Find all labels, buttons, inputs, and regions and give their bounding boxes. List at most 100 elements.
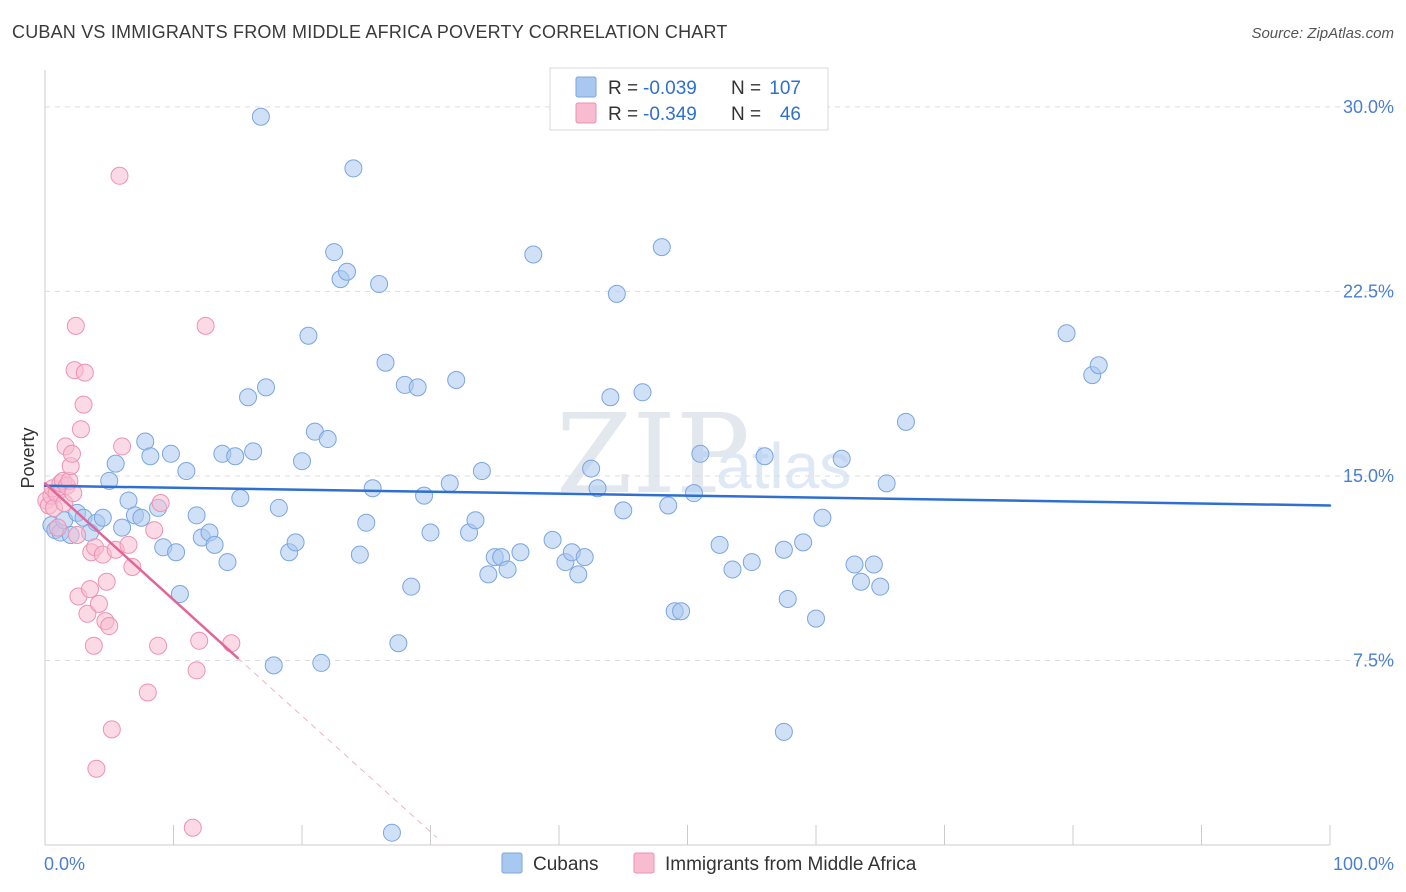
point-middle-africa-26 bbox=[84, 636, 103, 655]
legend-r-value-middle-africa: -0.349 bbox=[643, 104, 697, 125]
point-cubans-11 bbox=[106, 454, 125, 473]
point-cubans-31 bbox=[231, 489, 250, 508]
point-middle-africa-41 bbox=[145, 521, 164, 540]
point-middle-africa-38 bbox=[119, 535, 138, 554]
watermark-sub: atlas bbox=[716, 430, 851, 502]
legend-n-value-middle-africa: 46 bbox=[780, 104, 801, 125]
point-cubans-36 bbox=[264, 656, 283, 675]
point-cubans-102 bbox=[864, 555, 883, 574]
point-middle-africa-48 bbox=[222, 634, 241, 653]
series-legend: Cubans Immigrants from Middle Africa bbox=[501, 852, 917, 875]
point-cubans-97 bbox=[807, 609, 825, 628]
chart-source: Source: ZipAtlas.com bbox=[1251, 25, 1394, 42]
legend-swatch-cubans bbox=[575, 76, 597, 98]
trend-lines bbox=[43, 482, 1332, 838]
point-cubans-64 bbox=[466, 511, 485, 530]
legend-n-value-cubans: 107 bbox=[769, 78, 801, 99]
point-middle-africa-42 bbox=[149, 636, 168, 655]
point-cubans-30 bbox=[226, 447, 245, 466]
point-cubans-32 bbox=[239, 388, 258, 407]
legend-swatch-middle-africa bbox=[575, 102, 597, 124]
point-cubans-91 bbox=[742, 553, 761, 572]
point-cubans-101 bbox=[851, 572, 870, 591]
series-cubans-points bbox=[42, 107, 1108, 842]
point-cubans-108 bbox=[1089, 356, 1108, 375]
point-cubans-76 bbox=[575, 548, 594, 567]
point-middle-africa-17 bbox=[66, 316, 85, 335]
point-cubans-52 bbox=[370, 275, 389, 294]
point-cubans-33 bbox=[244, 442, 263, 461]
point-middle-africa-45 bbox=[187, 661, 206, 680]
point-cubans-90 bbox=[723, 560, 742, 579]
y-tick-label-1: 22.5% bbox=[1343, 281, 1394, 301]
point-middle-africa-22 bbox=[75, 363, 94, 382]
point-middle-africa-32 bbox=[97, 572, 116, 591]
point-cubans-80 bbox=[607, 284, 626, 303]
legend-r-label-cubans: R = bbox=[608, 78, 638, 99]
trend-line-extension-middle-africa bbox=[237, 657, 438, 838]
gridlines bbox=[45, 106, 1394, 661]
point-middle-africa-36 bbox=[110, 166, 129, 185]
point-cubans-44 bbox=[318, 430, 337, 449]
point-cubans-77 bbox=[582, 459, 601, 478]
legend-r-label-middle-africa: R = bbox=[608, 104, 638, 125]
point-cubans-89 bbox=[710, 535, 729, 554]
point-cubans-78 bbox=[588, 479, 607, 498]
point-middle-africa-40 bbox=[138, 683, 157, 702]
y-tick-label-2: 15.0% bbox=[1343, 466, 1394, 486]
point-cubans-66 bbox=[479, 565, 498, 584]
point-cubans-15 bbox=[132, 508, 151, 527]
point-cubans-41 bbox=[299, 326, 318, 345]
point-cubans-94 bbox=[774, 722, 793, 741]
point-cubans-104 bbox=[877, 474, 896, 493]
watermark: ZIP atlas bbox=[556, 390, 851, 518]
point-cubans-87 bbox=[684, 484, 703, 503]
point-cubans-83 bbox=[652, 238, 671, 257]
point-cubans-75 bbox=[569, 565, 588, 584]
point-cubans-35 bbox=[257, 378, 276, 397]
point-middle-africa-46 bbox=[190, 631, 209, 650]
y-tick-labels: 30.0% 22.5% 15.0% 7.5% bbox=[1343, 97, 1394, 671]
x-tick-label-min: 0.0% bbox=[44, 854, 85, 874]
bottom-legend-swatch-cubans bbox=[501, 852, 523, 874]
point-cubans-92 bbox=[755, 447, 774, 466]
point-cubans-40 bbox=[293, 452, 311, 471]
point-middle-africa-44 bbox=[183, 818, 202, 837]
point-middle-africa-28 bbox=[87, 759, 106, 778]
point-cubans-22 bbox=[170, 585, 189, 604]
legend-r-value-cubans: -0.039 bbox=[643, 78, 697, 99]
point-cubans-106 bbox=[1057, 324, 1076, 343]
point-cubans-86 bbox=[672, 602, 691, 621]
point-cubans-9 bbox=[93, 508, 112, 527]
point-middle-africa-37 bbox=[113, 437, 132, 456]
point-cubans-53 bbox=[376, 353, 395, 372]
point-cubans-93 bbox=[774, 540, 793, 559]
point-middle-africa-43 bbox=[151, 494, 170, 513]
x-tick-label-max: 100.0% bbox=[1333, 854, 1394, 874]
point-middle-africa-23 bbox=[78, 604, 97, 623]
bottom-legend-swatch-middle-africa bbox=[633, 852, 655, 874]
point-cubans-59 bbox=[415, 486, 434, 505]
point-middle-africa-15 bbox=[64, 484, 83, 503]
point-cubans-51 bbox=[363, 479, 382, 498]
bottom-legend-label-middle-africa: Immigrants from Middle Africa bbox=[665, 854, 917, 875]
point-middle-africa-29 bbox=[89, 594, 108, 613]
point-cubans-50 bbox=[357, 513, 376, 532]
point-middle-africa-20 bbox=[71, 420, 90, 439]
point-cubans-17 bbox=[141, 447, 160, 466]
series-middle-africa-points bbox=[37, 166, 241, 837]
point-middle-africa-47 bbox=[196, 316, 215, 335]
point-cubans-12 bbox=[113, 518, 132, 537]
trend-line-middle-africa bbox=[43, 482, 239, 660]
point-cubans-96 bbox=[794, 533, 813, 552]
point-cubans-21 bbox=[167, 543, 186, 562]
bottom-legend-label-cubans: Cubans bbox=[533, 854, 599, 875]
point-cubans-54 bbox=[382, 823, 401, 842]
point-middle-africa-33 bbox=[100, 617, 119, 636]
point-cubans-72 bbox=[543, 530, 562, 549]
point-middle-africa-39 bbox=[123, 557, 142, 576]
point-cubans-47 bbox=[337, 262, 356, 281]
point-cubans-48 bbox=[344, 159, 363, 178]
point-cubans-70 bbox=[511, 543, 530, 562]
